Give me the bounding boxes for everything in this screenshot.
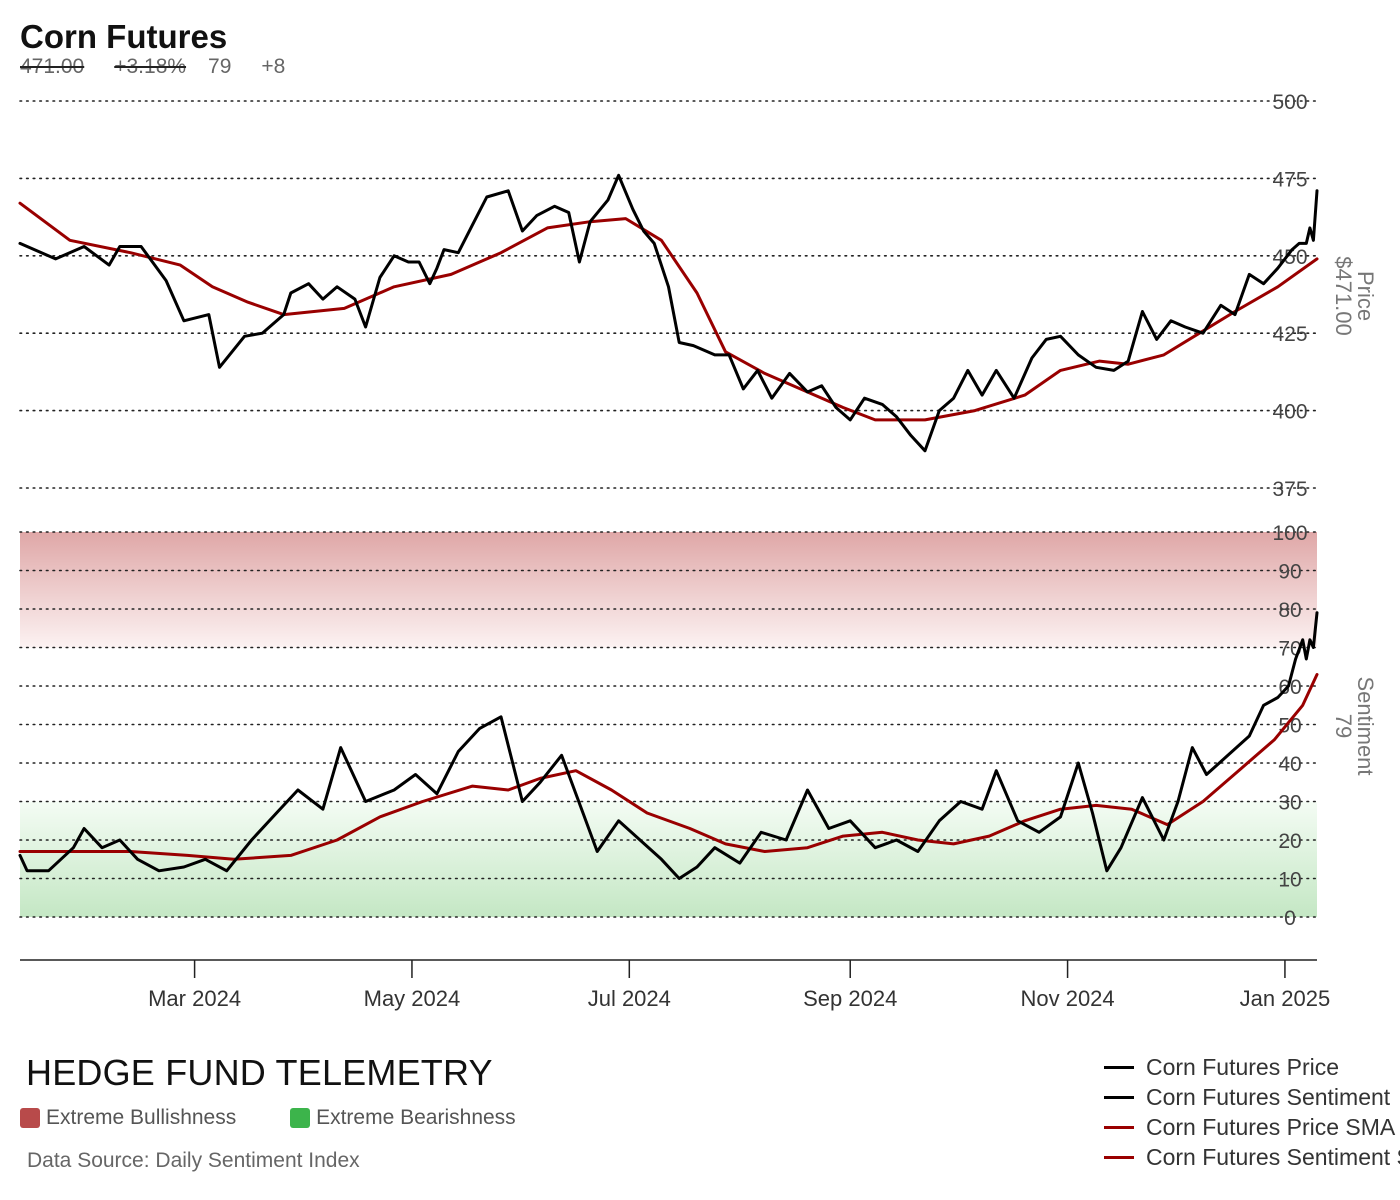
- axis-titles: Price$471.00 Sentiment79: [1331, 256, 1378, 775]
- last-price: 471.00: [20, 55, 85, 78]
- x-tick-label: Jul 2024: [588, 986, 671, 1011]
- legend-line-sentiment-sma: [1104, 1155, 1134, 1159]
- chart-canvas: 5004754504254003751009080706050403020100…: [18, 91, 1378, 1011]
- bullish-label: Extreme Bullishness: [46, 1106, 237, 1129]
- price-tick-label: 500: [1272, 91, 1307, 114]
- price-tick-label: 375: [1272, 478, 1307, 501]
- legend-line-price: [1104, 1065, 1134, 1069]
- x-tick-label: Jan 2025: [1240, 986, 1331, 1011]
- x-tick-label: May 2024: [364, 986, 461, 1011]
- zone-legend-bearish[interactable]: Extreme Bearishness: [290, 1106, 516, 1130]
- last-sentiment: 79: [208, 55, 232, 78]
- sentiment-tick-label: 60: [1278, 676, 1301, 699]
- price-tick-label: 400: [1272, 401, 1307, 424]
- legend-label-price-sma: Corn Futures Price SMA: [1146, 1113, 1396, 1140]
- legend-item-price[interactable]: Corn Futures Price: [1104, 1052, 1400, 1082]
- series-legend: Corn Futures Price Corn Futures Sentimen…: [1104, 1052, 1400, 1172]
- chart-header: Corn Futures 471.00 +3.18% 79 +8: [20, 18, 620, 78]
- legend-line-sentiment: [1104, 1095, 1134, 1099]
- legend-label-sentiment: Corn Futures Sentiment: [1146, 1083, 1391, 1110]
- price-sma-line: [18, 201, 1319, 422]
- grid-lines: [19, 100, 1318, 918]
- zone-legend-bullish[interactable]: Extreme Bullishness: [20, 1106, 236, 1130]
- price-tick-label: 450: [1272, 246, 1307, 269]
- x-tick-label: Mar 2024: [148, 986, 241, 1011]
- sentiment-tick-label: 90: [1278, 561, 1301, 584]
- sentiment-tick-label: 100: [1272, 522, 1307, 545]
- price-change: +3.18%: [114, 55, 187, 78]
- price-tick-label: 425: [1272, 323, 1307, 346]
- x-axis: Mar 2024 May 2024 Jul 2024 Sep 2024 Nov 2024…: [20, 959, 1331, 1011]
- x-tick-label: Sep 2024: [803, 986, 897, 1011]
- sentiment-sma-line: [18, 673, 1319, 861]
- legend-label-price: Corn Futures Price: [1146, 1053, 1340, 1080]
- legend-item-price-sma[interactable]: Corn Futures Price SMA: [1104, 1112, 1400, 1142]
- legend-label-sentiment-sma: Corn Futures Sentiment SMA: [1146, 1143, 1400, 1170]
- sentiment-tick-label: 10: [1278, 869, 1301, 892]
- legend-item-sentiment-sma[interactable]: Corn Futures Sentiment SMA: [1104, 1142, 1400, 1172]
- sentiment-tick-label: 0: [1284, 907, 1296, 930]
- sentiment-tick-label: 50: [1278, 715, 1301, 738]
- sentiment-tick-label: 80: [1278, 599, 1301, 622]
- price-tick-label: 475: [1272, 168, 1307, 191]
- x-tick-label: Nov 2024: [1020, 986, 1114, 1011]
- extreme-bullish-band: [20, 532, 1317, 648]
- sentiment-axis-title: Sentiment79: [1331, 676, 1378, 775]
- header-stats: 471.00 +3.18% 79 +8: [20, 56, 620, 78]
- bullish-swatch: [20, 1108, 40, 1128]
- price-axis-title: Price$471.00: [1331, 256, 1378, 336]
- price-line: [18, 173, 1319, 453]
- sentiment-tick-label: 20: [1278, 830, 1301, 853]
- bearish-swatch: [290, 1108, 311, 1128]
- sentiment-tick-label: 40: [1278, 753, 1301, 776]
- zone-legend: Extreme Bullishness Extreme Bearishness: [20, 1106, 564, 1134]
- legend-item-sentiment[interactable]: Corn Futures Sentiment: [1104, 1082, 1400, 1112]
- legend-line-price-sma: [1104, 1125, 1134, 1129]
- sentiment-change: +8: [261, 55, 286, 78]
- sentiment-tick-label: 30: [1278, 792, 1301, 815]
- series-lines: [18, 173, 1319, 880]
- sentiment-line: [18, 611, 1319, 880]
- data-source: Data Source: Daily Sentiment Index: [27, 1149, 360, 1172]
- extreme-bearish-band: [20, 801, 1317, 917]
- chart-title: Corn Futures: [20, 18, 228, 55]
- brand-name: HEDGE FUND TELEMETRY: [26, 1052, 493, 1093]
- bearish-label: Extreme Bearishness: [316, 1106, 516, 1129]
